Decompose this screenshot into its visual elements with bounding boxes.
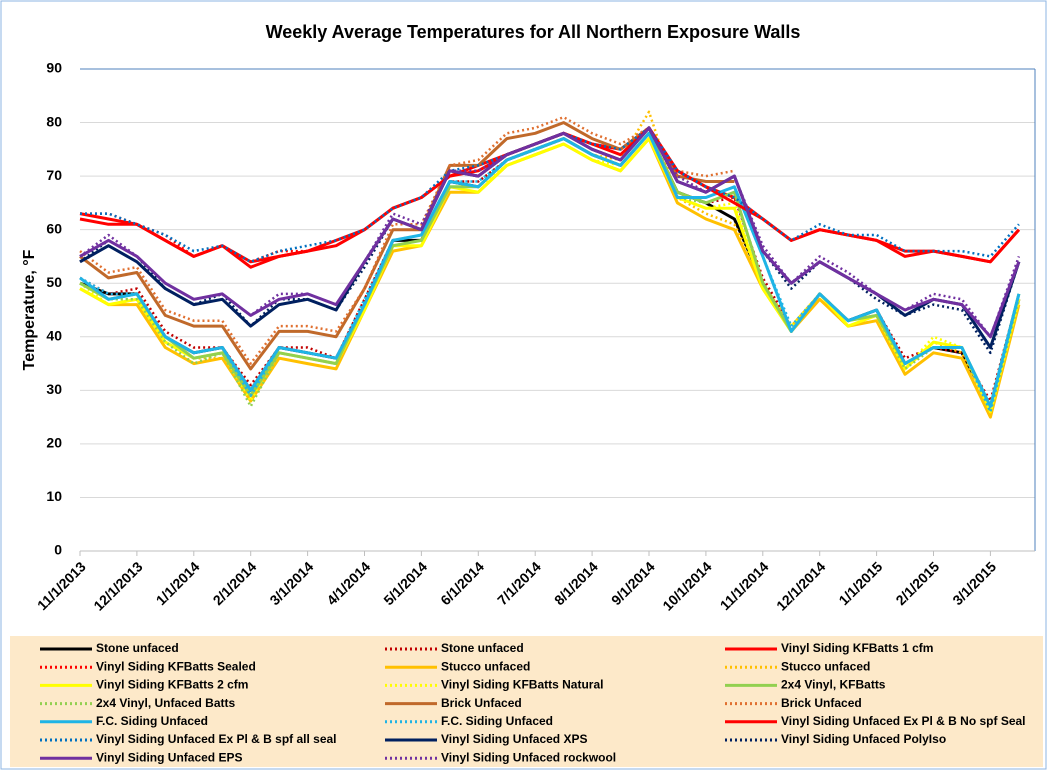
legend-label: Stucco unfaced — [781, 659, 870, 673]
legend-label: Vinyl Siding Unfaced PolyIso — [781, 732, 946, 746]
legend-label: Vinyl Siding Unfaced Ex Pl & B spf all s… — [96, 732, 337, 746]
series-line — [79, 131, 1021, 408]
legend-box — [10, 636, 1043, 767]
y-tick-label: 20 — [46, 435, 62, 451]
legend-label: Vinyl Siding Unfaced Ex Pl & B No spf Se… — [781, 714, 1026, 728]
y-tick-label: 0 — [54, 542, 62, 558]
legend-label: 2x4 Vinyl, KFBatts — [781, 678, 886, 692]
y-tick-label: 50 — [46, 274, 62, 290]
series-line — [79, 126, 1021, 339]
y-tick-label: 30 — [46, 381, 62, 397]
series-line — [80, 126, 1020, 264]
y-axis-label: Temperature, °F — [21, 249, 38, 370]
legend-label: Brick Unfaced — [781, 696, 862, 710]
y-tick-label: 80 — [46, 113, 62, 129]
legend-label: Vinyl Siding Unfaced rockwool — [441, 750, 616, 764]
series-line — [79, 121, 735, 371]
legend-label: Vinyl Siding KFBatts 2 cfm — [96, 678, 248, 692]
y-tick-label: 70 — [46, 167, 62, 183]
y-tick-label: 10 — [46, 488, 62, 504]
legend-label: Stone unfaced — [441, 641, 524, 655]
legend-label: Vinyl Siding KFBatts Natural — [441, 678, 603, 692]
y-tick-label: 40 — [46, 327, 62, 343]
legend-label: Brick Unfaced — [441, 696, 522, 710]
legend-label: Stucco unfaced — [441, 659, 530, 673]
y-tick-label: 60 — [46, 220, 62, 236]
legend-label: Vinyl Siding KFBatts Sealed — [96, 659, 256, 673]
legend-label: F.C. Siding Unfaced — [441, 714, 553, 728]
chart-title: Weekly Average Temperatures for All Nort… — [266, 22, 801, 42]
legend-label: Stone unfaced — [96, 641, 179, 655]
y-tick-label: 90 — [46, 60, 62, 76]
legend-label: F.C. Siding Unfaced — [96, 714, 208, 728]
series-line — [79, 126, 1021, 355]
legend-label: 2x4 Vinyl, Unfaced Batts — [96, 696, 235, 710]
legend-label: Vinyl Siding Unfaced XPS — [441, 732, 587, 746]
series-line — [79, 126, 1021, 339]
legend-label: Vinyl Siding Unfaced EPS — [96, 750, 242, 764]
legend-label: Vinyl Siding KFBatts 1 cfm — [781, 641, 933, 655]
